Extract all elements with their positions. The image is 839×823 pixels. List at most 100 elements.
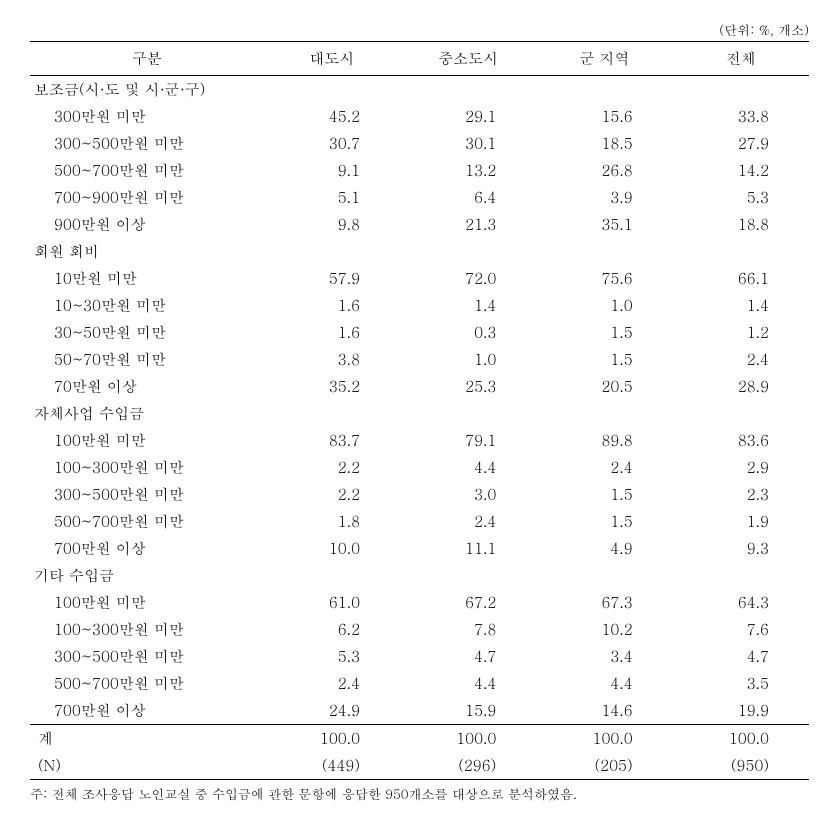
- cell-value: 72.0: [400, 265, 536, 292]
- cell-value: 2.4: [400, 508, 536, 535]
- totals-value: 100.0: [264, 725, 400, 753]
- cell-value: 26.8: [536, 157, 672, 184]
- cell-value: 3.8: [264, 346, 400, 373]
- row-label: 100~300만원 미만: [30, 616, 264, 643]
- cell-value: 5.3: [264, 643, 400, 670]
- cell-value: 2.4: [264, 670, 400, 697]
- cell-value: 4.7: [673, 643, 809, 670]
- table-row: 500~700만원 미만1.82.41.51.9: [30, 508, 809, 535]
- header-big-city: 대도시: [264, 42, 400, 76]
- header-category: 구분: [30, 42, 264, 76]
- cell-value: 1.0: [536, 292, 672, 319]
- cell-value: 13.2: [400, 157, 536, 184]
- table-row: 10~30만원 미만1.61.41.01.4: [30, 292, 809, 319]
- counts-row: (N)(449)(296)(205)(950): [30, 752, 809, 780]
- table-row: 50~70만원 미만3.81.01.52.4: [30, 346, 809, 373]
- cell-value: 4.9: [536, 535, 672, 562]
- cell-value: 3.9: [536, 184, 672, 211]
- cell-value: 27.9: [673, 130, 809, 157]
- cell-value: 1.2: [673, 319, 809, 346]
- cell-value: 61.0: [264, 589, 400, 616]
- cell-value: 6.4: [400, 184, 536, 211]
- cell-value: 20.5: [536, 373, 672, 400]
- cell-value: 1.8: [264, 508, 400, 535]
- cell-value: 35.1: [536, 211, 672, 238]
- header-county: 군 지역: [536, 42, 672, 76]
- cell-value: 21.3: [400, 211, 536, 238]
- cell-value: 4.4: [536, 670, 672, 697]
- cell-value: 2.9: [673, 454, 809, 481]
- cell-value: 14.6: [536, 697, 672, 725]
- table-row: 700만원 이상10.011.14.99.3: [30, 535, 809, 562]
- cell-value: 0.3: [400, 319, 536, 346]
- cell-value: 4.4: [400, 670, 536, 697]
- counts-value: (205): [536, 752, 672, 780]
- row-label: 10만원 미만: [30, 265, 264, 292]
- cell-value: 19.9: [673, 697, 809, 725]
- row-label: 500~700만원 미만: [30, 508, 264, 535]
- cell-value: 2.2: [264, 481, 400, 508]
- cell-value: 9.3: [673, 535, 809, 562]
- counts-label: (N): [30, 752, 264, 780]
- cell-value: 64.3: [673, 589, 809, 616]
- cell-value: 66.1: [673, 265, 809, 292]
- table-row: 300~500만원 미만30.730.118.527.9: [30, 130, 809, 157]
- row-label: 100만원 미만: [30, 589, 264, 616]
- unit-label: (단위: %, 개소): [30, 20, 809, 39]
- section-title: 회원 회비: [30, 238, 809, 265]
- row-label: 100만원 미만: [30, 427, 264, 454]
- row-label: 70만원 이상: [30, 373, 264, 400]
- cell-value: 2.4: [673, 346, 809, 373]
- cell-value: 3.4: [536, 643, 672, 670]
- table-row: 500~700만원 미만2.44.44.43.5: [30, 670, 809, 697]
- row-label: 700만원 이상: [30, 697, 264, 725]
- cell-value: 5.1: [264, 184, 400, 211]
- section-header-row: 보조금(시·도 및 시·군·구): [30, 76, 809, 104]
- row-label: 700~900만원 미만: [30, 184, 264, 211]
- totals-value: 100.0: [673, 725, 809, 753]
- cell-value: 9.8: [264, 211, 400, 238]
- row-label: 300만원 미만: [30, 103, 264, 130]
- row-label: 30~50만원 미만: [30, 319, 264, 346]
- table-row: 700만원 이상24.915.914.619.9: [30, 697, 809, 725]
- table-row: 900만원 이상9.821.335.118.8: [30, 211, 809, 238]
- row-label: 700만원 이상: [30, 535, 264, 562]
- cell-value: 30.1: [400, 130, 536, 157]
- cell-value: 79.1: [400, 427, 536, 454]
- section-title: 자체사업 수입금: [30, 400, 809, 427]
- row-label: 900만원 이상: [30, 211, 264, 238]
- cell-value: 2.2: [264, 454, 400, 481]
- table-row: 300~500만원 미만2.23.01.52.3: [30, 481, 809, 508]
- cell-value: 1.5: [536, 319, 672, 346]
- row-label: 10~30만원 미만: [30, 292, 264, 319]
- cell-value: 2.3: [673, 481, 809, 508]
- cell-value: 24.9: [264, 697, 400, 725]
- cell-value: 75.6: [536, 265, 672, 292]
- table-row: 500~700만원 미만9.113.226.814.2: [30, 157, 809, 184]
- cell-value: 33.8: [673, 103, 809, 130]
- table-row: 100~300만원 미만2.24.42.42.9: [30, 454, 809, 481]
- cell-value: 25.3: [400, 373, 536, 400]
- cell-value: 28.9: [673, 373, 809, 400]
- cell-value: 11.1: [400, 535, 536, 562]
- counts-value: (950): [673, 752, 809, 780]
- cell-value: 35.2: [264, 373, 400, 400]
- cell-value: 15.9: [400, 697, 536, 725]
- table-row: 300~500만원 미만5.34.73.44.7: [30, 643, 809, 670]
- counts-value: (449): [264, 752, 400, 780]
- cell-value: 89.8: [536, 427, 672, 454]
- cell-value: 3.0: [400, 481, 536, 508]
- totals-label: 계: [30, 725, 264, 753]
- table-row: 100~300만원 미만6.27.810.27.6: [30, 616, 809, 643]
- cell-value: 5.3: [673, 184, 809, 211]
- cell-value: 1.5: [536, 481, 672, 508]
- cell-value: 18.5: [536, 130, 672, 157]
- table-row: 300만원 미만45.229.115.633.8: [30, 103, 809, 130]
- cell-value: 1.5: [536, 346, 672, 373]
- counts-value: (296): [400, 752, 536, 780]
- cell-value: 1.4: [673, 292, 809, 319]
- cell-value: 1.4: [400, 292, 536, 319]
- section-header-row: 회원 회비: [30, 238, 809, 265]
- cell-value: 1.9: [673, 508, 809, 535]
- cell-value: 67.2: [400, 589, 536, 616]
